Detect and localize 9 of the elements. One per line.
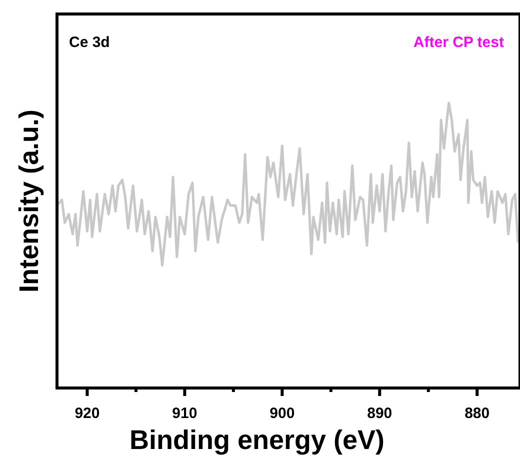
y-axis-title: Intensity (a.u.) <box>14 109 44 293</box>
x-axis-title: Binding energy (eV) <box>129 425 385 455</box>
x-tick-label: 910 <box>172 405 198 422</box>
text: Ce 3d <box>69 34 110 51</box>
text: After CP test <box>413 34 504 51</box>
x-tick-label: 900 <box>270 405 295 422</box>
x-tick-label: 880 <box>464 405 490 422</box>
x-tick-label: 920 <box>74 405 100 422</box>
x-tick-label: 890 <box>367 405 392 422</box>
